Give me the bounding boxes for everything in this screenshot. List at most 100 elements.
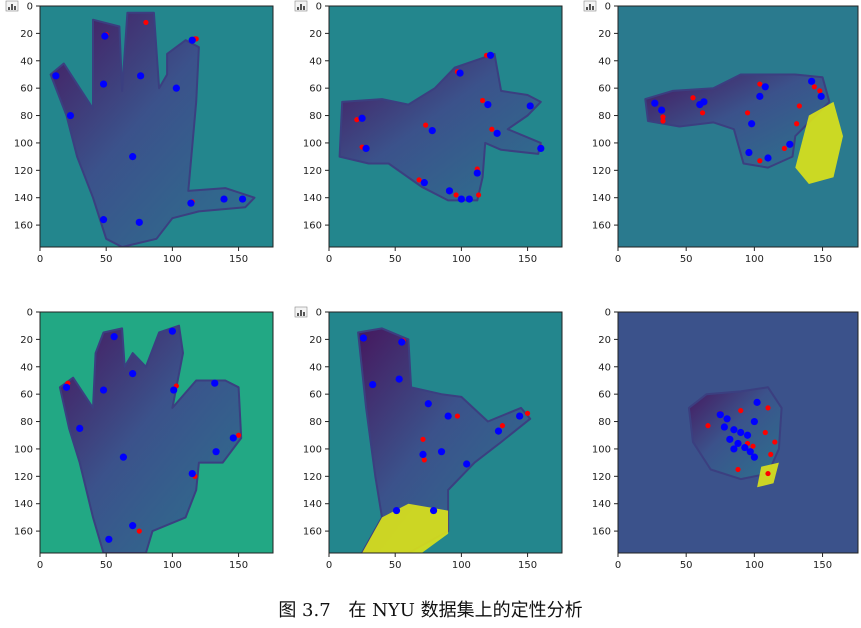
ground-truth-joint — [757, 158, 763, 164]
ground-truth-joint — [811, 84, 817, 90]
bar-chart-icon[interactable] — [294, 306, 308, 318]
predicted-joint — [444, 412, 452, 420]
hand-depth-region — [49, 11, 256, 247]
x-tick-label: 0 — [615, 254, 621, 265]
predicted-joint — [359, 334, 368, 342]
subplot-1: 0 50 100 150 0 20 40 60 80 100 120 140 160 — [5, 0, 274, 265]
ground-truth-joint — [421, 457, 427, 463]
plot-frame — [617, 5, 859, 248]
predicted-joint — [129, 522, 137, 530]
hand-depth-region — [338, 52, 542, 202]
y-tick-label: 160 — [14, 527, 33, 538]
y-tick-label: 160 — [592, 527, 611, 538]
predicted-joint — [748, 120, 756, 128]
predicted-joint — [129, 153, 137, 161]
y-tick-label: 60 — [598, 84, 611, 95]
predicted-joint — [463, 460, 471, 468]
ground-truth-joint — [420, 436, 426, 442]
x-tick-label: 100 — [745, 560, 764, 571]
y-tick-label: 0 — [316, 308, 322, 319]
predicted-joint — [395, 375, 403, 383]
predicted-joint — [457, 195, 465, 203]
bar-chart-icon[interactable] — [5, 0, 19, 12]
predicted-joint — [473, 169, 481, 177]
predicted-joint — [743, 431, 752, 439]
predicted-joint — [737, 428, 745, 437]
y-tick-label: 0 — [27, 2, 33, 13]
subplot-6: 0 50 100 150 0 20 40 60 80 100 120 140 160 — [592, 308, 859, 571]
figure-number: 图 3.7 — [278, 600, 331, 621]
hand-depth-region — [58, 324, 243, 553]
predicted-joint — [486, 51, 495, 59]
predicted-joint — [362, 144, 370, 153]
y-tick-label: 60 — [309, 84, 322, 95]
predicted-joint — [238, 195, 247, 203]
predicted-joint — [817, 92, 825, 100]
y-tick-label: 80 — [20, 417, 33, 428]
predicted-joint — [99, 80, 108, 88]
y-tick-label: 60 — [20, 390, 33, 401]
predicted-joint — [76, 424, 84, 432]
x-tick-label: 50 — [389, 254, 402, 265]
hand-depth-region — [687, 386, 783, 481]
plot-frame — [39, 5, 274, 248]
predicted-joint — [429, 506, 438, 515]
predicted-joint — [168, 327, 176, 335]
ground-truth-joint — [750, 443, 756, 449]
predicted-joint — [445, 187, 454, 195]
predicted-joint — [651, 99, 659, 107]
y-tick-label: 40 — [598, 362, 611, 373]
ground-truth-joint — [690, 95, 696, 101]
y-tick-label: 60 — [309, 390, 322, 401]
predicted-joint — [720, 423, 728, 431]
ground-truth-joint — [136, 528, 142, 534]
x-tick-label: 0 — [326, 560, 332, 571]
predicted-joint — [756, 92, 764, 100]
y-tick-label: 140 — [592, 499, 611, 510]
x-tick-label: 50 — [100, 560, 113, 571]
predicted-joint — [764, 154, 772, 162]
predicted-joint — [52, 72, 60, 80]
y-tick-label: 0 — [316, 2, 322, 13]
predicted-joint — [229, 434, 237, 442]
y-tick-label: 40 — [598, 56, 611, 67]
x-tick-label: 150 — [229, 254, 248, 265]
y-tick-label: 100 — [592, 138, 611, 149]
predicted-joint — [753, 398, 761, 406]
y-tick-label: 160 — [303, 527, 322, 538]
predicted-joint — [761, 83, 769, 91]
predicted-joint — [484, 100, 492, 109]
subplot-4: 0 50 100 150 0 20 40 60 80 100 120 140 160 — [14, 308, 274, 571]
y-tick-label: 20 — [20, 335, 33, 346]
x-tick-label: 100 — [452, 254, 471, 265]
ground-truth-joint — [660, 114, 666, 120]
predicted-joint — [808, 77, 816, 85]
bar-chart-icon[interactable] — [583, 0, 597, 12]
ground-truth-joint — [772, 439, 778, 445]
predicted-joint — [741, 443, 749, 452]
y-tick-label: 60 — [598, 390, 611, 401]
bar-chart-icon[interactable] — [294, 0, 308, 12]
predicted-joint — [726, 435, 734, 443]
predicted-joint — [187, 199, 195, 207]
subplot-2: 0 50 100 150 0 20 40 60 80 100 120 140 160 — [294, 0, 563, 265]
predicted-joint — [516, 412, 524, 420]
y-tick-label: 20 — [598, 29, 611, 40]
ground-truth-joint — [705, 423, 711, 429]
y-tick-label: 20 — [20, 29, 33, 40]
y-tick-label: 40 — [20, 56, 33, 67]
near-depth-region — [362, 503, 449, 553]
y-tick-label: 160 — [303, 221, 322, 232]
predicted-joint — [369, 380, 377, 389]
ground-truth-joint — [235, 432, 242, 438]
predicted-joint — [494, 427, 503, 435]
y-tick-label: 80 — [598, 417, 611, 428]
predicted-joint — [493, 129, 501, 137]
predicted-joint — [428, 127, 436, 135]
y-tick-label: 40 — [20, 362, 33, 373]
predicted-joint — [750, 453, 758, 461]
y-tick-label: 140 — [303, 499, 322, 510]
ground-truth-joint — [454, 413, 461, 419]
y-tick-label: 100 — [14, 138, 33, 149]
y-tick-label: 40 — [309, 56, 322, 67]
